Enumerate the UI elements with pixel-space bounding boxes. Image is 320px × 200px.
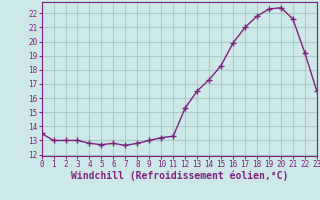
- X-axis label: Windchill (Refroidissement éolien,°C): Windchill (Refroidissement éolien,°C): [70, 171, 288, 181]
